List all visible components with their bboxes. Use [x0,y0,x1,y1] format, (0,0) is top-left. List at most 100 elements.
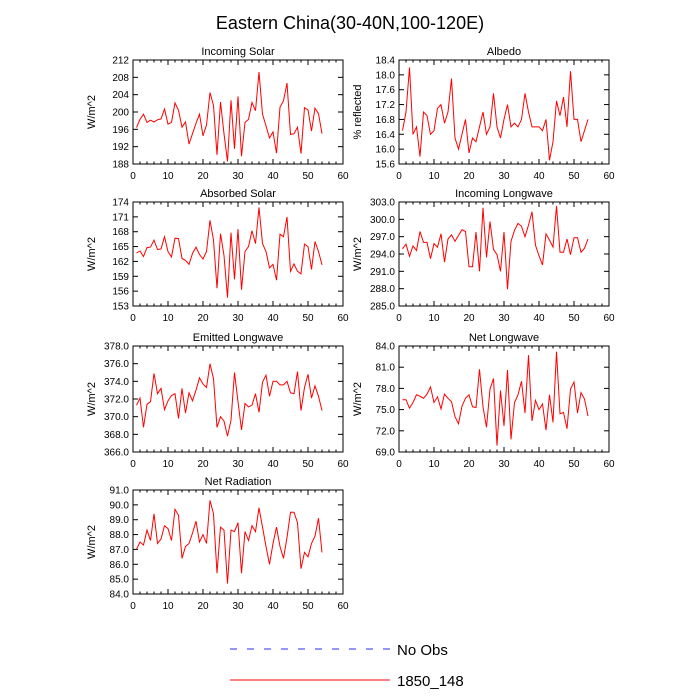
x-tick-label: 30 [232,171,244,182]
x-tick-label: 20 [463,313,475,324]
y-tick-label: 174 [112,198,129,209]
series-line-1850-148 [136,72,323,162]
figure-title: Eastern China(30-40N,100-120E) [216,13,484,33]
y-tick-label: 370.0 [104,412,129,423]
x-tick-label: 30 [232,601,244,612]
x-tick-label: 10 [428,313,440,324]
x-tick-label: 20 [197,601,209,612]
x-tick-label: 0 [396,171,402,182]
y-tick-label: 368.0 [104,430,129,441]
x-tick-label: 40 [267,171,279,182]
y-tick-label: 300.0 [370,215,395,226]
x-tick-label: 30 [498,171,510,182]
y-axis-label: W/m^2 [86,95,98,129]
panel-title: Emitted Longwave [193,332,284,344]
x-tick-label: 30 [498,313,510,324]
x-tick-label: 40 [267,459,279,470]
x-tick-label: 60 [337,459,349,470]
y-tick-label: 15.6 [376,160,396,171]
y-tick-label: 204 [112,90,129,101]
x-tick-label: 60 [337,171,349,182]
legend-label-no-obs: No Obs [397,642,448,659]
y-tick-label: 75.0 [376,405,396,416]
y-tick-label: 212 [112,56,129,67]
y-tick-label: 88.0 [110,530,130,541]
y-axis-label: W/m^2 [86,525,98,559]
panel-4: Emitted Longwave W/m^2 0 10 20 30 40 50 60 366.0 3… [86,332,349,470]
y-tick-label: 72.0 [376,426,396,437]
x-tick-label: 10 [428,459,440,470]
y-tick-label: 18.0 [376,70,396,81]
x-tick-label: 60 [603,313,615,324]
y-tick-label: 69.0 [376,448,396,459]
y-tick-label: 378.0 [104,342,129,353]
x-tick-label: 50 [302,601,314,612]
series-line-1850-148 [136,363,323,437]
x-tick-label: 20 [463,459,475,470]
x-tick-label: 10 [162,459,174,470]
panel-title: Absorbed Solar [200,188,276,200]
y-tick-label: 188 [112,160,129,171]
y-tick-label: 288.0 [370,284,395,295]
y-tick-label: 89.0 [110,515,130,526]
y-tick-label: 285.0 [370,302,395,313]
series-line-1850-148 [136,500,323,584]
x-tick-label: 20 [197,313,209,324]
y-tick-label: 171 [112,212,129,223]
y-tick-label: 17.2 [376,100,396,111]
y-tick-label: 366.0 [104,448,129,459]
x-tick-label: 60 [603,171,615,182]
y-tick-label: 294.0 [370,250,395,261]
y-tick-label: 159 [112,272,129,283]
y-tick-label: 16.4 [376,130,396,141]
x-tick-label: 0 [396,313,402,324]
x-tick-label: 30 [232,459,244,470]
y-tick-label: 84.0 [376,342,396,353]
x-tick-label: 50 [302,171,314,182]
y-axis-label: W/m^2 [86,237,98,271]
panel-title: Incoming Longwave [455,188,553,200]
x-tick-label: 0 [130,459,136,470]
y-tick-label: 192 [112,142,129,153]
y-tick-label: 168 [112,227,129,238]
y-tick-label: 81.0 [376,363,396,374]
x-tick-label: 20 [463,171,475,182]
x-tick-label: 20 [197,171,209,182]
y-tick-label: 84.0 [110,590,130,601]
y-tick-label: 87.0 [110,545,130,556]
x-tick-label: 40 [533,171,545,182]
y-tick-label: 376.0 [104,359,129,370]
x-tick-label: 0 [130,601,136,612]
x-tick-label: 40 [267,601,279,612]
y-tick-label: 291.0 [370,267,395,278]
x-tick-label: 0 [130,171,136,182]
x-tick-label: 60 [603,459,615,470]
y-tick-label: 86.0 [110,560,130,571]
legend: No Obs 1850_148 [230,642,464,690]
panel-title: Incoming Solar [201,46,275,58]
x-tick-label: 0 [130,313,136,324]
x-tick-label: 20 [197,459,209,470]
y-tick-label: 196 [112,125,129,136]
series-line-1850-148 [402,205,589,290]
x-tick-label: 10 [162,313,174,324]
y-tick-label: 85.0 [110,575,130,586]
legend-label-1850-148: 1850_148 [397,673,464,690]
x-tick-label: 50 [568,459,580,470]
y-tick-label: 303.0 [370,198,395,209]
x-tick-label: 0 [396,459,402,470]
y-tick-label: 372.0 [104,395,129,406]
series-line-1850-148 [402,67,589,161]
x-tick-label: 50 [568,171,580,182]
panel-title: Net Radiation [205,476,272,488]
y-axis-label: W/m^2 [352,237,364,271]
x-tick-label: 10 [428,171,440,182]
y-tick-label: 208 [112,73,129,84]
x-tick-label: 10 [162,601,174,612]
x-tick-label: 50 [568,313,580,324]
y-tick-label: 16.8 [376,115,396,126]
x-tick-label: 60 [337,313,349,324]
panel-title: Net Longwave [469,332,539,344]
panel-1: Albedo % reflected 0 10 20 30 40 50 60 15.6 16.0 16… [352,46,615,182]
x-tick-label: 40 [267,313,279,324]
